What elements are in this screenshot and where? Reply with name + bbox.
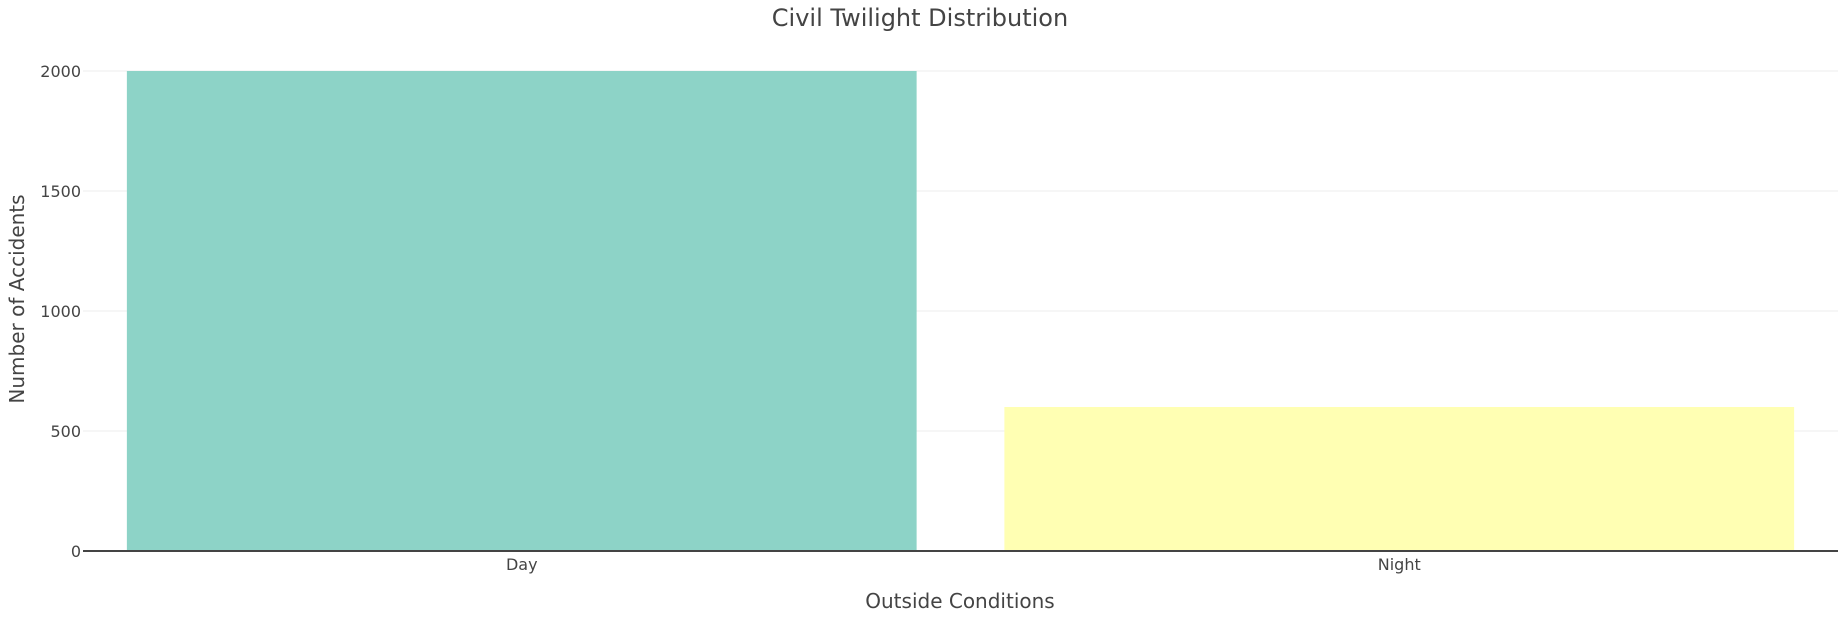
x-tick-label: Night (1378, 555, 1421, 574)
y-tick-label: 1500 (40, 182, 81, 201)
chart-title: Civil Twilight Distribution (772, 4, 1068, 32)
y-tick-label: 2000 (40, 62, 81, 81)
x-tick-label: Day (506, 555, 538, 574)
bar-day[interactable] (126, 71, 917, 551)
bars (126, 71, 1795, 551)
y-axis-title: Number of Accidents (5, 194, 29, 403)
x-axis-ticks: Day Night (506, 555, 1421, 574)
y-tick-label: 1000 (40, 302, 81, 321)
x-axis-title: Outside Conditions (865, 589, 1054, 613)
y-tick-label: 0 (71, 542, 81, 561)
bar-night[interactable] (1004, 407, 1795, 551)
y-axis-ticks: 0 500 1000 1500 2000 (40, 62, 81, 561)
y-tick-label: 500 (50, 422, 81, 441)
